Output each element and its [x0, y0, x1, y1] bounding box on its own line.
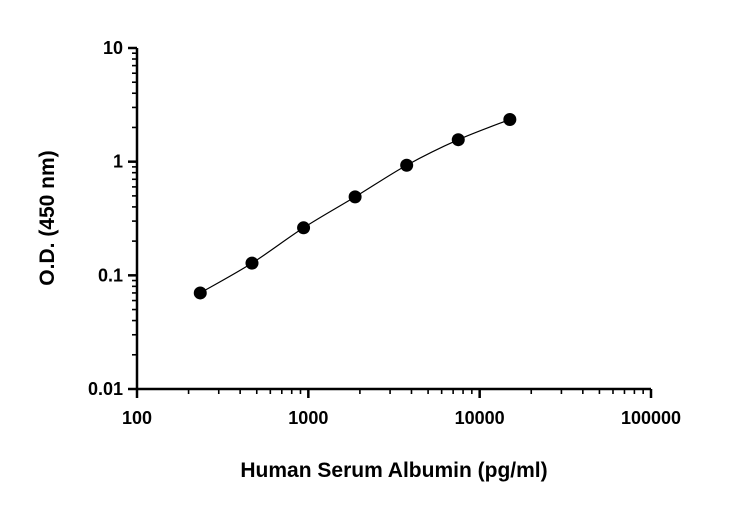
x-tick-labels: 100 1000 10000 100000 — [122, 408, 681, 428]
x-tick-label: 1000 — [288, 408, 328, 428]
x-axis-title: Human Serum Albumin (pg/ml) — [240, 459, 547, 482]
x-tick-label: 100000 — [621, 408, 681, 428]
data-point — [193, 286, 207, 300]
x-axis: 100 1000 10000 100000 — [122, 387, 681, 428]
x-tick-label: 10000 — [455, 408, 505, 428]
y-tick-label: 1 — [113, 152, 123, 172]
y-tick-label: 0.1 — [98, 265, 123, 285]
y-ticks — [128, 46, 137, 391]
data-point — [503, 112, 517, 126]
x-ticks — [135, 389, 653, 398]
data-point — [451, 133, 465, 147]
data-point — [245, 256, 259, 270]
y-axis: 10 1 0.1 0.01 — [88, 38, 139, 399]
data-point — [400, 158, 414, 172]
y-tick-labels: 10 1 0.1 0.01 — [88, 38, 123, 399]
data-point — [348, 190, 362, 204]
data-point — [297, 221, 311, 235]
data-points — [193, 112, 517, 300]
y-tick-label: 0.01 — [88, 379, 123, 399]
fit-curve — [199, 118, 511, 294]
x-tick-label: 100 — [122, 408, 152, 428]
y-axis-title: O.D. (450 nm) — [36, 150, 59, 285]
y-tick-label: 10 — [103, 38, 123, 58]
